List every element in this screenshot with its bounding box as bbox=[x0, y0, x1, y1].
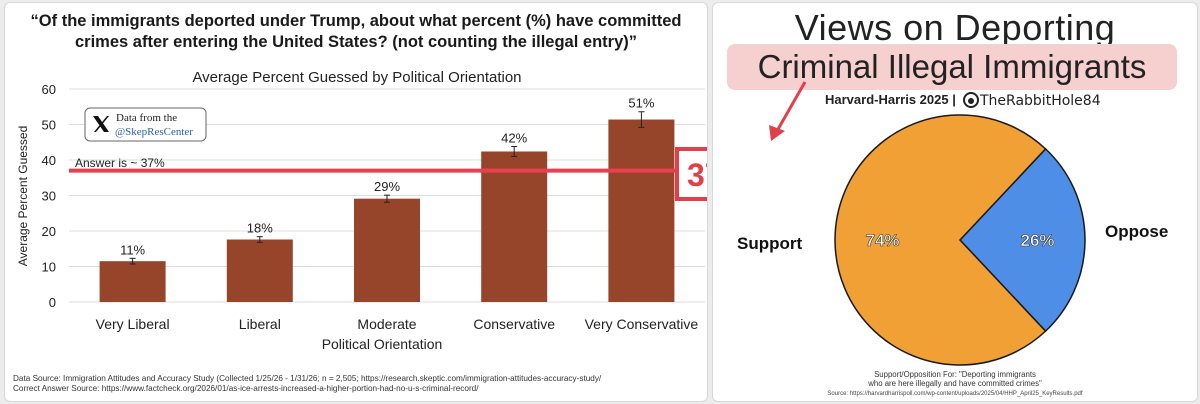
x-tick-label: Very Conservative bbox=[585, 316, 699, 332]
x-axis-label: Political Orientation bbox=[322, 336, 443, 352]
y-axis: 0 10 20 30 40 50 60 bbox=[42, 82, 56, 310]
pie-source: Source: https://harvardharrispoll.com/wp… bbox=[827, 391, 1083, 397]
bars bbox=[99, 111, 675, 302]
bar bbox=[608, 119, 675, 302]
badge-line-2: @SkepResCenter bbox=[115, 126, 193, 138]
oppose-label: Oppose bbox=[1105, 222, 1168, 241]
y-axis-label: Average Percent Guessed bbox=[16, 126, 30, 267]
chart-title: Average Percent Guessed by Political Ori… bbox=[192, 69, 521, 86]
bar-chart: 0 10 20 30 40 50 60 11% Very Liberal 18% Liberal 2… bbox=[16, 69, 707, 352]
bar-value-label: 11% bbox=[120, 242, 145, 257]
pie-chart: Harvard-Harris 2025 | TheRabbitHole84 26… bbox=[737, 81, 1168, 366]
support-label: Support bbox=[737, 234, 802, 253]
bar bbox=[226, 239, 293, 302]
badge-border bbox=[84, 107, 207, 142]
highlight-border bbox=[675, 147, 707, 201]
x-tick-label: Moderate bbox=[357, 316, 416, 332]
author-handle: TheRabbitHole84 bbox=[979, 93, 1101, 109]
x-logo-icon bbox=[93, 116, 109, 132]
y-tick-label: 60 bbox=[42, 82, 56, 97]
bar bbox=[99, 261, 166, 302]
pie-footnote-line-2: who are here illegally and have committe… bbox=[868, 379, 1042, 388]
badge-line-1: Data from the bbox=[116, 112, 177, 124]
data-source-line: Data Source: Immigration Attitudes and A… bbox=[13, 374, 602, 383]
bar-chart-panel: “Of the immigrants deported under Trump,… bbox=[4, 2, 708, 402]
x-tick-label: Conservative bbox=[473, 316, 555, 332]
y-tick-label: 0 bbox=[49, 295, 56, 310]
y-tick-label: 40 bbox=[42, 153, 56, 168]
bar-labels: 11% Very Liberal 18% Liberal 29% Moderate 42% C… bbox=[96, 96, 699, 332]
bar-value-label: 18% bbox=[247, 221, 273, 236]
answer-label: Answer is ~ 37% bbox=[75, 156, 165, 170]
highlight-value: 37% bbox=[687, 157, 707, 193]
arrow-icon bbox=[769, 81, 807, 141]
y-tick-label: 50 bbox=[42, 118, 56, 133]
y-tick-label: 20 bbox=[42, 224, 56, 239]
y-tick-label: 10 bbox=[42, 260, 56, 275]
x-tick-label: Liberal bbox=[239, 316, 281, 332]
oppose-slice bbox=[958, 147, 1086, 333]
bar-value-label: 51% bbox=[628, 96, 654, 111]
survey-question: “Of the immigrants deported under Trump,… bbox=[30, 12, 682, 51]
bar bbox=[481, 151, 548, 302]
pie-footnote-line-1: Support/Opposition For: "Deporting immig… bbox=[874, 370, 1036, 379]
rabbit-avatar-icon bbox=[963, 92, 979, 108]
pie-title-line-2: Criminal Illegal Immigrants bbox=[727, 44, 1177, 90]
pie-slices: 26% 74% bbox=[834, 114, 1086, 366]
support-slice bbox=[834, 114, 1047, 366]
data-badge: Data from the @SkepResCenter bbox=[84, 107, 207, 142]
answer-source-line: Correct Answer Source: https://www.factc… bbox=[13, 384, 479, 393]
pie-chart-panel: Views on Deporting Criminal Illegal Immi… bbox=[712, 2, 1198, 402]
pie-footnote: Support/Opposition For: "Deporting immig… bbox=[713, 370, 1197, 388]
pie-title-line-1: Views on Deporting bbox=[794, 7, 1116, 48]
pie-subtitle: Harvard-Harris 2025 | bbox=[825, 92, 956, 107]
answer-highlight-box: 37% bbox=[675, 147, 707, 201]
bar bbox=[354, 198, 420, 302]
support-value-label: 74% bbox=[865, 231, 899, 250]
bar-value-label: 42% bbox=[501, 131, 527, 146]
x-tick-label: Very Liberal bbox=[96, 316, 170, 332]
y-tick-label: 30 bbox=[42, 189, 56, 204]
oppose-value-label: 26% bbox=[1020, 231, 1054, 250]
bar-value-label: 29% bbox=[374, 179, 400, 194]
